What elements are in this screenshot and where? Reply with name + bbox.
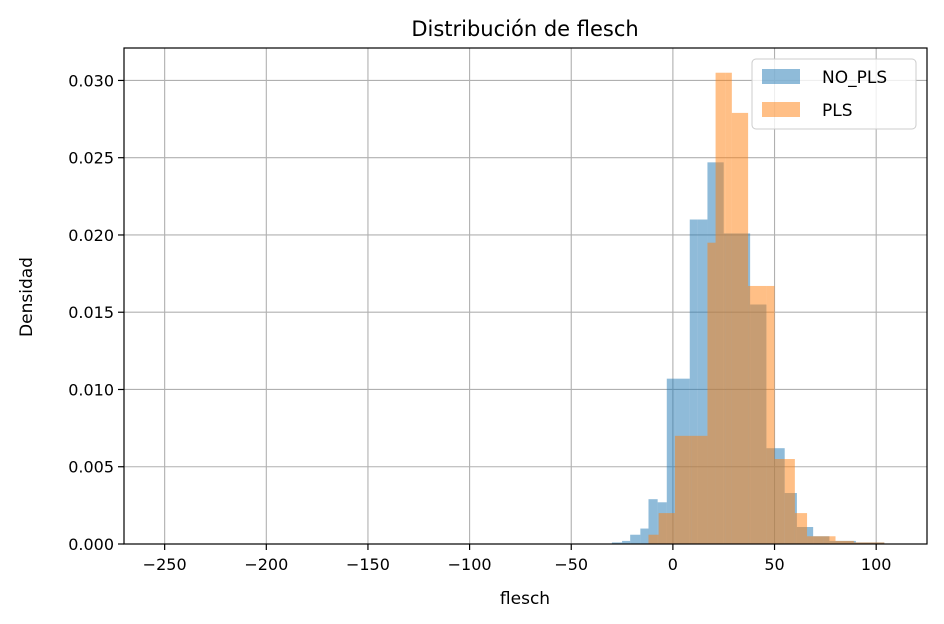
histogram-bar <box>715 72 726 544</box>
histogram-bar <box>835 540 854 544</box>
histogram-bar <box>691 435 708 544</box>
y-tick-label: 0.025 <box>68 149 114 168</box>
x-tick-label: −250 <box>143 555 187 574</box>
histogram-bar <box>794 513 808 544</box>
histogram-bar <box>853 542 885 544</box>
histogram-bar <box>630 534 641 544</box>
x-tick-label: 100 <box>861 555 892 574</box>
y-tick-label: 0.020 <box>68 226 114 245</box>
y-tick-label: 0.000 <box>68 535 114 554</box>
histogram-bar <box>697 219 708 544</box>
histogram-bar <box>611 542 623 544</box>
legend: NO_PLS PLS <box>751 58 917 130</box>
x-tick-label: −50 <box>554 555 588 574</box>
legend-label-no-pls: NO_PLS <box>822 68 887 88</box>
histogram-bar <box>823 536 836 544</box>
y-tick-label: 0.030 <box>68 71 114 90</box>
chart-title: Distribución de flesch <box>411 17 638 41</box>
x-tick-label: 50 <box>764 555 784 574</box>
histogram-bar <box>725 72 732 544</box>
histogram-bar <box>674 435 692 544</box>
histogram-bar <box>766 285 775 544</box>
series-pls <box>648 72 885 545</box>
x-tick-label: −150 <box>346 555 390 574</box>
legend-swatch-no-pls <box>762 69 800 84</box>
legend-label-pls: PLS <box>822 101 853 121</box>
x-tick-label: −200 <box>244 555 288 574</box>
histogram-bar <box>748 285 767 544</box>
histogram-bar <box>774 459 785 544</box>
y-tick-label: 0.015 <box>68 303 114 322</box>
axes-frame <box>123 47 928 545</box>
axes-layer: −250 −200 −150 −100 −50 0 50 100 0.000 0.005 0.010… <box>68 47 928 574</box>
y-axis-label: Densidad <box>17 257 37 337</box>
histogram-bar <box>784 459 795 544</box>
histogram-bar <box>622 540 631 544</box>
histogram-bar <box>666 378 676 544</box>
histogram-bar <box>640 528 649 544</box>
legend-swatch-pls <box>762 102 800 117</box>
histogram-bar <box>648 499 658 544</box>
x-tick-label: −100 <box>448 555 492 574</box>
y-tick-label: 0.005 <box>68 458 114 477</box>
histogram-bar <box>648 534 659 544</box>
x-axis-label: flesch <box>500 589 550 609</box>
x-tick-label: 0 <box>668 555 678 574</box>
histogram-bar <box>707 242 716 544</box>
y-tick-label: 0.010 <box>68 380 114 399</box>
histogram-bar <box>689 219 698 544</box>
histogram-bar <box>731 112 749 545</box>
histogram-bar <box>807 536 824 544</box>
bars-layer <box>611 72 885 545</box>
histogram-bar <box>658 513 675 544</box>
